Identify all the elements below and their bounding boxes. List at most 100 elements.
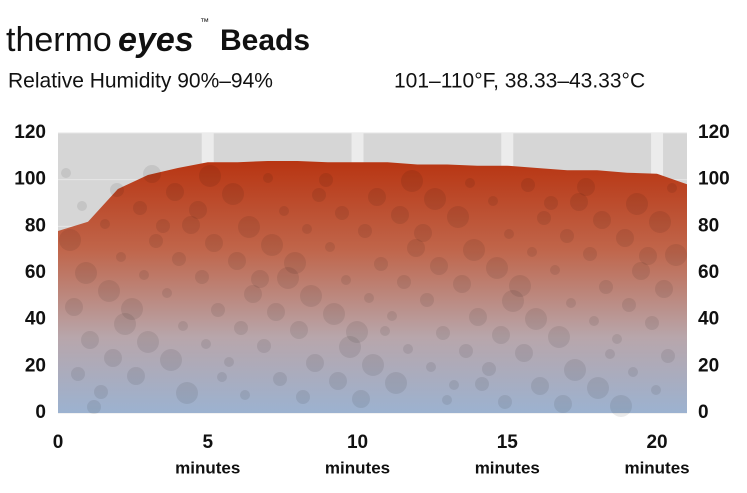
bead-decoration [116,252,126,262]
bead-decoration [610,395,632,417]
bead-decoration [251,270,269,288]
bead-decoration [172,252,186,266]
bead-decoration [544,196,558,210]
bead-decoration [651,385,661,395]
bead-decoration [182,216,200,234]
bead-decoration [486,257,508,279]
bead-decoration [463,239,485,261]
bead-decoration [114,313,136,335]
bead-decoration [244,285,262,303]
bead-decoration [426,362,436,372]
bead-decoration [564,359,586,381]
bead-decoration [222,183,244,205]
bead-decoration [492,326,510,344]
bead-decoration [352,390,370,408]
bead-decoration [374,257,388,271]
bead-decoration [632,262,650,280]
bead-decoration [645,316,659,330]
x-tick-label: 10 [347,432,368,453]
bead-decoration [195,270,209,284]
y2-tick-label: 20 [698,355,719,376]
bead-decoration [306,354,324,372]
bead-decoration [442,395,452,405]
bead-decoration [104,349,122,367]
bead-decoration [593,211,611,229]
bead-decoration [77,201,87,211]
bead-decoration [160,349,182,371]
bead-decoration [267,303,285,321]
bead-decoration [502,290,524,312]
bead-decoration [589,316,599,326]
bead-decoration [385,372,407,394]
bead-decoration [149,234,163,248]
bead-decoration [61,168,71,178]
bead-decoration [488,196,498,206]
bead-decoration [59,229,81,251]
bead-decoration [391,206,409,224]
bead-decoration [273,372,287,386]
bead-decoration [341,275,351,285]
bead-decoration [401,170,423,192]
bead-decoration [397,275,411,289]
y2-tick-label: 60 [698,262,719,283]
bead-decoration [87,400,101,414]
bead-decoration [667,183,677,193]
bead-decoration [166,183,184,201]
bead-decoration [94,385,108,399]
x-tick-label: 20 [646,432,667,453]
bead-decoration [201,339,211,349]
bead-decoration [577,178,595,196]
bead-decoration [346,321,368,343]
bead-decoration [110,183,124,197]
bead-decoration [127,367,145,385]
bead-decoration [329,372,347,390]
bead-decoration [263,173,273,183]
bead-decoration [224,357,234,367]
bead-decoration [665,244,687,266]
bead-decoration [661,349,675,363]
x-unit-label: minutes [475,458,540,477]
bead-decoration [531,377,549,395]
bead-decoration [498,395,512,409]
bead-decoration [587,377,609,399]
brand-tm: ™ [200,16,209,26]
x-unit-label: minutes [325,458,390,477]
bead-decoration [504,229,514,239]
x-tick-label: 5 [202,432,213,453]
y-tick-label: 60 [25,262,46,283]
y2-tick-label: 0 [698,402,709,423]
bead-decoration [100,219,110,229]
bead-decoration [599,280,613,294]
bead-decoration [509,275,531,297]
bead-decoration [156,219,170,233]
subtitle-left: Relative Humidity 90%–94% [8,70,273,93]
bead-decoration [605,349,615,359]
bead-decoration [628,367,638,377]
bead-decoration [211,303,225,317]
bead-decoration [300,285,322,307]
y-tick-label: 20 [25,355,46,376]
bead-decoration [302,224,312,234]
bead-decoration [447,206,469,228]
y2-tick-label: 80 [698,215,719,236]
bead-decoration [81,331,99,349]
bead-decoration [217,372,227,382]
bead-decoration [612,334,622,344]
bead-decoration [238,216,260,238]
bead-decoration [189,201,207,219]
bead-decoration [465,178,475,188]
x-tick-label: 15 [497,432,519,453]
bead-decoration [137,331,159,353]
bead-decoration [205,234,223,252]
bead-decoration [277,267,299,289]
bead-decoration [234,321,248,335]
bead-decoration [436,326,450,340]
x-tick-label: 0 [53,432,64,453]
bead-decoration [459,344,473,358]
bead-decoration [424,188,446,210]
y2-tick-label: 120 [698,122,730,143]
bead-decoration [570,193,588,211]
bead-decoration [527,247,537,257]
x-unit-label: minutes [624,458,689,477]
